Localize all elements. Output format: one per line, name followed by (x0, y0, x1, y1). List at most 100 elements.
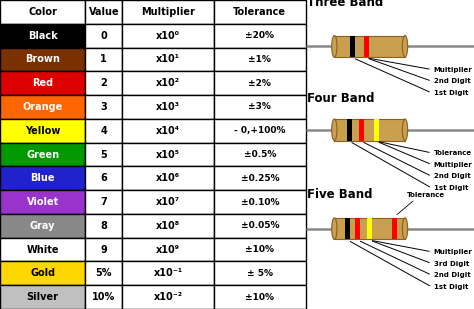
Bar (374, 119, 379, 141)
Bar (122, 166, 214, 190)
Bar (214, 24, 306, 48)
Text: 9: 9 (100, 245, 107, 255)
Text: 5%: 5% (96, 268, 112, 278)
Text: Four Band: Four Band (308, 92, 375, 105)
Bar (85, 214, 122, 238)
Bar (214, 48, 306, 71)
Text: x10⁹: x10⁹ (156, 245, 180, 255)
Bar (0, 119, 85, 143)
Text: x10³: x10³ (156, 102, 180, 112)
Bar (0, 143, 85, 166)
Text: Tolerance: Tolerance (233, 7, 286, 17)
Bar (85, 261, 122, 285)
Bar (359, 119, 364, 141)
Text: Multiplier: Multiplier (434, 162, 473, 168)
Text: ±20%: ±20% (246, 31, 274, 40)
Text: Tolerance: Tolerance (407, 192, 445, 198)
Bar (214, 190, 306, 214)
Text: 3: 3 (100, 102, 107, 112)
Text: x10⁻²: x10⁻² (154, 292, 182, 302)
Bar (85, 166, 122, 190)
Bar (345, 218, 350, 239)
Bar (364, 36, 369, 57)
Text: Tolerance: Tolerance (434, 150, 472, 156)
Bar (0, 214, 85, 238)
Bar (350, 36, 356, 57)
Text: Green: Green (26, 150, 59, 159)
Bar (334, 119, 405, 141)
Text: 2nd Digit: 2nd Digit (434, 272, 470, 278)
Bar (85, 24, 122, 48)
Bar (122, 24, 214, 48)
Text: 0: 0 (100, 31, 107, 41)
Text: 4: 4 (100, 126, 107, 136)
Bar (122, 71, 214, 95)
Bar (85, 285, 122, 309)
Text: x10⁶: x10⁶ (156, 173, 180, 183)
Text: x10²: x10² (156, 78, 180, 88)
Bar (214, 166, 306, 190)
Text: x10⁻¹: x10⁻¹ (154, 268, 182, 278)
Text: 1st Digit: 1st Digit (434, 185, 468, 191)
Ellipse shape (402, 36, 408, 57)
Text: 8: 8 (100, 221, 107, 231)
Bar (122, 285, 214, 309)
Text: Silver: Silver (27, 292, 59, 302)
Text: ±0.05%: ±0.05% (241, 221, 279, 230)
Text: 7: 7 (100, 197, 107, 207)
Text: ±10%: ±10% (246, 245, 274, 254)
Text: Multiplier: Multiplier (434, 66, 473, 73)
Ellipse shape (402, 119, 408, 141)
Text: Three Band: Three Band (308, 0, 383, 9)
Text: 5: 5 (100, 150, 107, 159)
Bar (0, 238, 85, 261)
Text: ±0.10%: ±0.10% (241, 197, 279, 206)
Bar (214, 238, 306, 261)
Ellipse shape (332, 218, 337, 239)
Text: x10⁰: x10⁰ (156, 31, 180, 41)
Bar (334, 218, 405, 239)
Bar (122, 238, 214, 261)
Bar (0, 95, 85, 119)
Bar (85, 143, 122, 166)
Text: x10⁵: x10⁵ (156, 150, 180, 159)
Bar (214, 143, 306, 166)
Text: x10⁷: x10⁷ (156, 197, 180, 207)
Text: Color: Color (28, 7, 57, 17)
Bar (122, 95, 214, 119)
Bar (214, 261, 306, 285)
Bar (0, 190, 85, 214)
Bar (334, 36, 405, 57)
Text: 2nd Digit: 2nd Digit (434, 78, 470, 84)
Bar (122, 261, 214, 285)
Bar (214, 71, 306, 95)
Text: Five Band: Five Band (308, 188, 373, 201)
Text: 1st Digit: 1st Digit (434, 90, 468, 96)
Text: - 0,+100%: - 0,+100% (234, 126, 286, 135)
Bar (122, 119, 214, 143)
Text: 3rd Digit: 3rd Digit (434, 260, 469, 267)
Bar (122, 190, 214, 214)
Text: ±1%: ±1% (248, 55, 271, 64)
Text: Gold: Gold (30, 268, 55, 278)
Bar (0, 48, 85, 71)
Bar (0, 285, 85, 309)
Text: 10%: 10% (92, 292, 115, 302)
Text: ±2%: ±2% (248, 79, 271, 88)
Text: ±3%: ±3% (248, 103, 271, 112)
Bar (347, 119, 352, 141)
Text: Gray: Gray (30, 221, 55, 231)
Text: Red: Red (32, 78, 53, 88)
Ellipse shape (332, 119, 337, 141)
Text: Yellow: Yellow (25, 126, 60, 136)
Bar (85, 119, 122, 143)
Bar (0, 0, 85, 24)
Bar (0, 166, 85, 190)
Text: White: White (27, 245, 59, 255)
Bar (85, 190, 122, 214)
Text: 6: 6 (100, 173, 107, 183)
Bar (392, 218, 397, 239)
Ellipse shape (332, 36, 337, 57)
Bar (85, 95, 122, 119)
Text: Brown: Brown (25, 54, 60, 64)
